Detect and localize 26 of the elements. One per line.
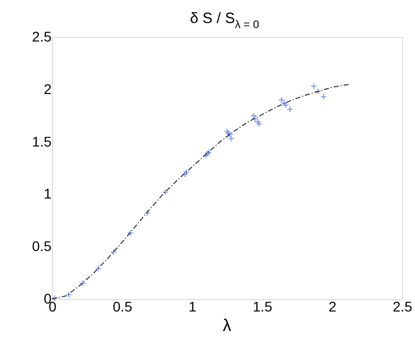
line-series	[52, 84, 351, 300]
point	[52, 294, 58, 302]
x-tick-label: 1	[188, 298, 197, 314]
x-tick-label: 2	[328, 298, 337, 314]
y-tick-label: 1.5	[32, 133, 52, 150]
point	[182, 171, 188, 178]
point	[110, 248, 117, 256]
y-tick-label: 1	[44, 186, 52, 202]
point	[162, 188, 169, 196]
x-axis-title: λ	[222, 316, 232, 335]
y-tick-label: 2.5	[32, 28, 52, 44]
x-tick-label: 0.5	[112, 298, 132, 314]
x-tick-label: 2.5	[392, 298, 412, 314]
y-tick-label: 0.5	[32, 238, 52, 254]
point	[127, 230, 134, 236]
point	[80, 280, 86, 287]
y-tick-label: 2	[44, 80, 52, 97]
point	[254, 118, 262, 126]
point	[183, 168, 190, 176]
point	[144, 210, 150, 216]
x-tick-label: 1.5	[252, 298, 272, 314]
point	[66, 292, 72, 298]
point	[320, 93, 327, 100]
point	[250, 112, 257, 119]
point	[202, 152, 210, 159]
point	[94, 265, 102, 272]
